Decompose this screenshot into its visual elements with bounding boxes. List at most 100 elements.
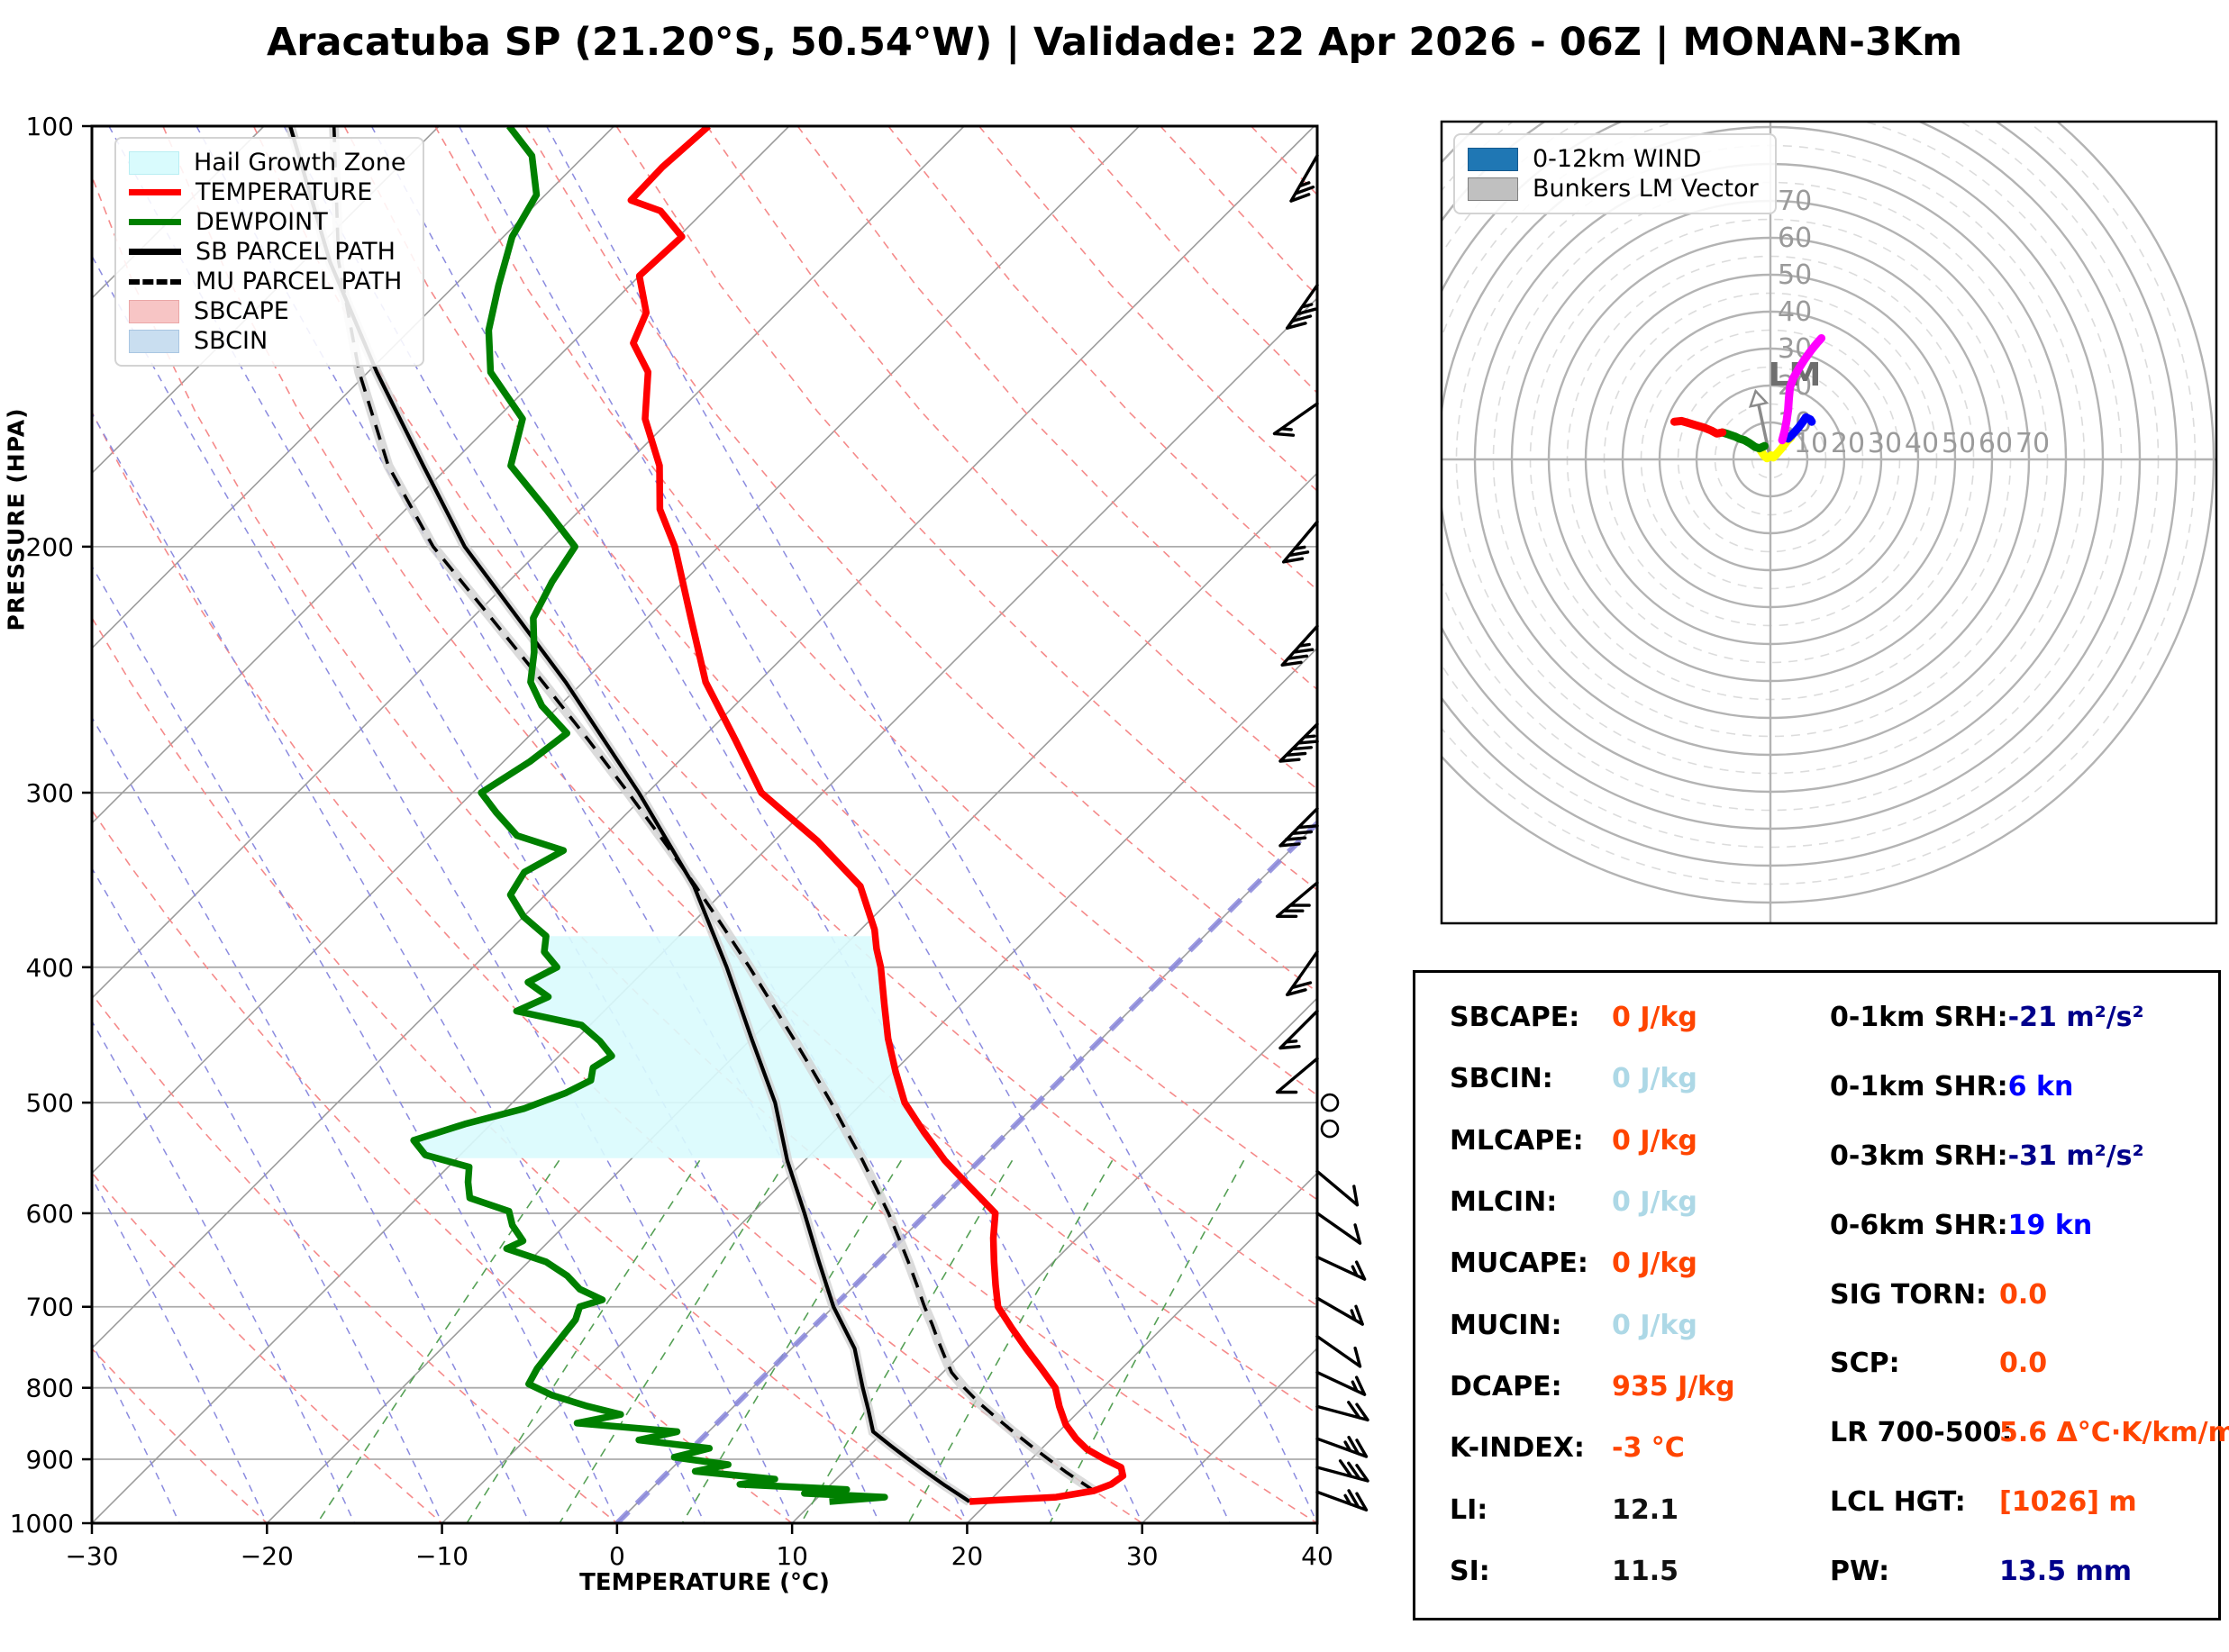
wind-barb-icon: [1315, 1334, 1362, 1368]
metric-row-kindex: K-INDEX: -3 °C: [1450, 1432, 1837, 1464]
svg-text:600: 600: [26, 1199, 74, 1229]
metric-row-sbcape: SBCAPE: 0 J/kg: [1450, 1002, 1837, 1033]
svg-text:10: 10: [1794, 428, 1828, 459]
metric-label: 0-6km SHR:: [1830, 1209, 2008, 1241]
wind-barb-icon: [1278, 722, 1319, 763]
svg-text:400: 400: [26, 953, 74, 983]
wind-barb-icon: [1280, 624, 1319, 667]
temperature-axis-label: TEMPERATURE (°C): [579, 1569, 830, 1596]
svg-text:0: 0: [609, 1541, 625, 1571]
legend-label: MU PARCEL PATH: [196, 268, 403, 295]
metric-label: 0-1km SRH:: [1830, 1002, 2008, 1033]
metric-value: 6 kn: [2007, 1070, 2074, 1103]
metric-row-shr-01: 0-1km SHR: 6 kn: [1830, 1071, 2208, 1103]
svg-text:40: 40: [1905, 428, 1939, 459]
legend-item-sbcin: SBCIN: [129, 326, 406, 356]
pressure-axis-label: PRESSURE (HPA): [3, 407, 30, 631]
hail-zone-swatch-icon: [129, 150, 179, 175]
hodograph-trace: [1669, 416, 1727, 438]
svg-text:70: 70: [2015, 428, 2050, 459]
temperature-line-swatch-icon: [129, 189, 181, 195]
svg-text:30: 30: [1126, 1541, 1159, 1571]
metric-label: SBCIN:: [1450, 1063, 1553, 1095]
svg-text:30: 30: [1868, 428, 1902, 459]
metric-label: DCAPE:: [1450, 1370, 1562, 1402]
metric-value: -21 m²/s²: [2007, 1002, 2144, 1033]
skewt-background: [92, 126, 1317, 1523]
wind-swatch-icon: [1468, 147, 1518, 171]
metric-value: 5.6 Δ°C·K/km/m: [1999, 1417, 2229, 1449]
svg-text:200: 200: [26, 532, 74, 562]
legend-label: Bunkers LM Vector: [1533, 175, 1759, 203]
metric-label: LCL HGT:: [1830, 1486, 1966, 1519]
svg-text:900: 900: [26, 1445, 74, 1475]
metric-row-li: LI: 12.1: [1450, 1494, 1837, 1526]
legend-item-hail-zone: Hail Growth Zone: [129, 148, 406, 177]
metric-row-lcl: LCL HGT: [1026] m: [1830, 1486, 2208, 1518]
hodograph-trace: [1718, 428, 1769, 453]
metric-row-pw: PW: 13.5 mm: [1830, 1556, 2208, 1587]
metric-row-shr-06: 0-6km SHR: 19 kn: [1830, 1210, 2208, 1241]
metric-value: 935 J/kg: [1612, 1370, 1735, 1402]
indices-column-right: 0-1km SRH: -21 m²/s² 0-1km SHR: 6 kn 0-3km…: [1830, 1002, 2229, 1587]
wind-barb-icon: [1278, 1009, 1319, 1050]
metric-value: 0 J/kg: [1612, 1002, 1697, 1033]
dewpoint-line-swatch-icon: [129, 219, 181, 225]
metric-label: K-INDEX:: [1450, 1432, 1585, 1465]
wind-barb-icon: [1315, 1169, 1360, 1207]
legend-item-sb-parcel: SB PARCEL PATH: [129, 237, 406, 267]
metric-row-sbcin: SBCIN: 0 J/kg: [1450, 1063, 1837, 1094]
bunkers-lm-swatch-icon: [1468, 177, 1518, 201]
hail-growth-zone: [417, 936, 943, 1158]
metric-value: 0 J/kg: [1612, 1063, 1697, 1095]
wind-barbs: [1272, 154, 1369, 1511]
svg-text:20: 20: [1831, 428, 1865, 459]
svg-text:40: 40: [1301, 1541, 1333, 1571]
svg-text:50: 50: [1942, 428, 1976, 459]
hodograph-frame: [1440, 120, 2218, 925]
metric-label: SIG TORN:: [1830, 1278, 1988, 1311]
metric-row-mucin: MUCIN: 0 J/kg: [1450, 1310, 1837, 1341]
svg-text:−30: −30: [65, 1541, 118, 1571]
legend-label: 0-12km WIND: [1533, 145, 1702, 173]
wind-barb-icon: [1272, 402, 1319, 437]
legend-label: SB PARCEL PATH: [196, 238, 396, 266]
calm-wind-icon: [1320, 1093, 1340, 1112]
metric-label: MUCAPE:: [1450, 1248, 1588, 1280]
legend-item-wind: 0-12km WIND: [1468, 144, 1759, 174]
metric-value: [1026] m: [1999, 1486, 2137, 1519]
wind-barb-icon: [1315, 1255, 1367, 1281]
wind-barb-icon: [1278, 807, 1319, 848]
svg-text:10: 10: [776, 1541, 808, 1571]
metric-row-scp: SCP: 0.0: [1830, 1348, 2208, 1379]
svg-text:1000: 1000: [10, 1509, 74, 1539]
wind-barb-icon: [1315, 1435, 1369, 1458]
wind-barb-icon: [1286, 950, 1319, 996]
temperature-curve: [627, 126, 1127, 1505]
metric-label: 0-1km SHR:: [1830, 1070, 2008, 1103]
svg-text:300: 300: [26, 778, 74, 808]
hodograph-trace: [1778, 334, 1826, 445]
svg-text:500: 500: [26, 1088, 74, 1118]
metric-label: MUCIN:: [1450, 1309, 1562, 1341]
wind-barb-icon: [1286, 284, 1319, 330]
metric-label: 0-3km SRH:: [1830, 1139, 2008, 1172]
metric-value: 0 J/kg: [1612, 1185, 1697, 1218]
indices-table: SBCAPE: 0 J/kg SBCIN: 0 J/kg MLCAPE: 0 J/kg…: [1413, 970, 2229, 1620]
wind-barb-icon: [1315, 1401, 1369, 1422]
calm-wind-icon: [1320, 1119, 1340, 1139]
metric-value: 0 J/kg: [1612, 1248, 1697, 1280]
wind-barb-icon: [1315, 1296, 1364, 1326]
metric-label: PW:: [1830, 1556, 1890, 1587]
svg-text:50: 50: [1778, 259, 1812, 291]
metric-label: LR 700-500:: [1830, 1417, 2013, 1449]
metric-label: MLCIN:: [1450, 1185, 1558, 1218]
legend-item-mu-parcel: MU PARCEL PATH: [129, 267, 406, 296]
skewt-legend: Hail Growth Zone TEMPERATURE DEWPOINT SB…: [114, 137, 424, 367]
mu-parcel-path: [332, 126, 1096, 1493]
metric-label: SBCAPE:: [1450, 1002, 1580, 1033]
wind-barb-icon: [1315, 1212, 1362, 1245]
metric-label: MLCAPE:: [1450, 1124, 1584, 1157]
hodograph-legend: 0-12km WIND Bunkers LM Vector: [1453, 133, 1777, 214]
